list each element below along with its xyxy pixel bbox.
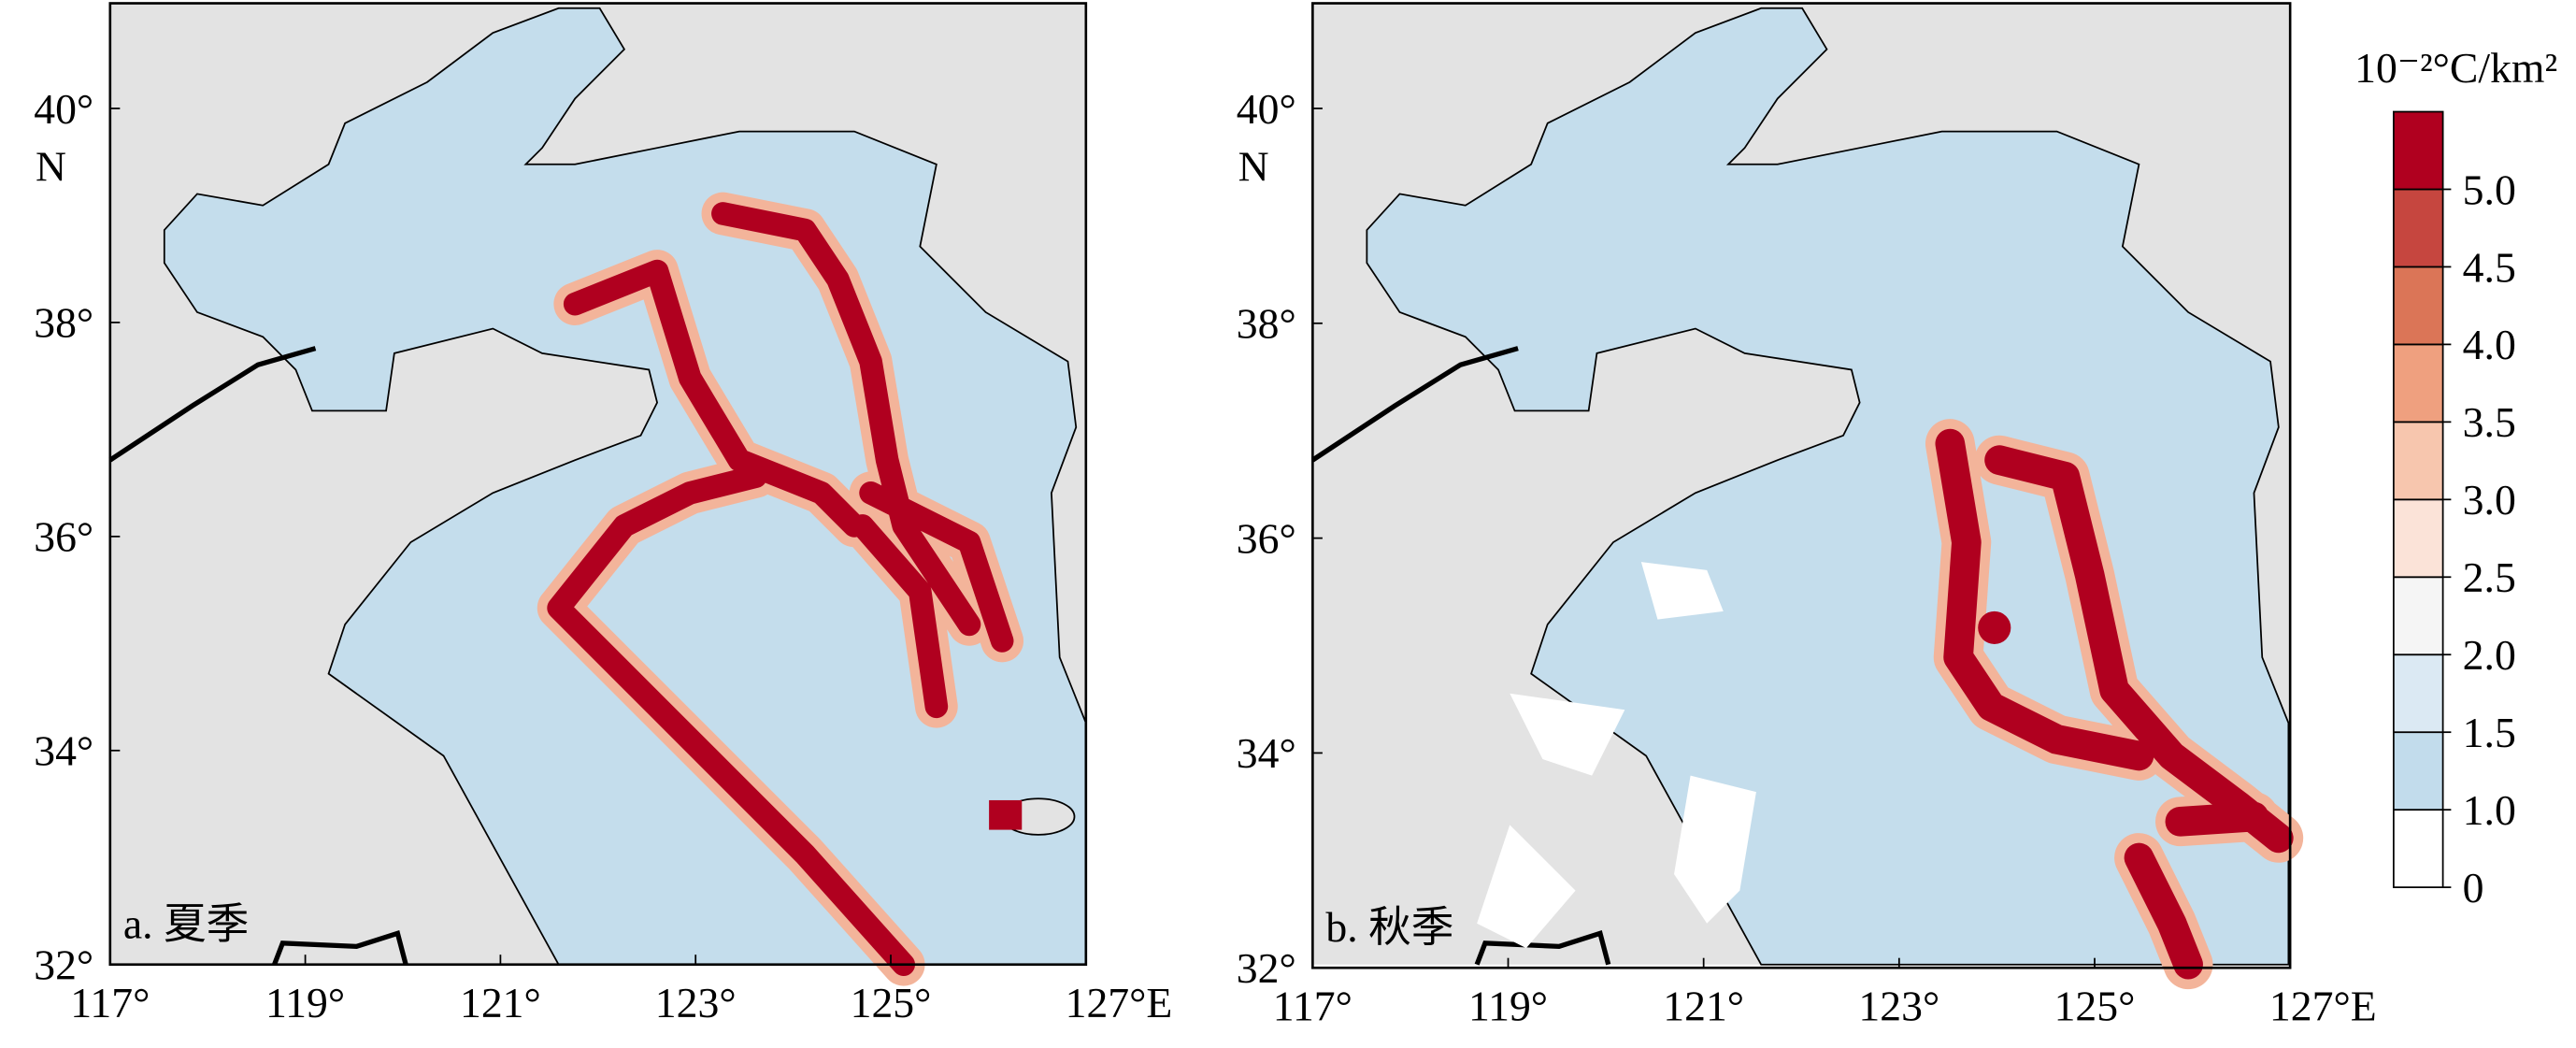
colorbar-title: 10⁻²°C/km² xyxy=(2354,44,2557,92)
y-tick-label: 36° xyxy=(34,513,93,561)
x-tick-label: 119° xyxy=(1468,982,1548,1029)
y-tick-label: 34° xyxy=(34,727,93,775)
y-tick-label: 34° xyxy=(1237,729,1296,777)
colorbar-cell xyxy=(2392,653,2444,734)
colorbar-tick-label: 4.0 xyxy=(2463,321,2516,368)
y-axis-unit: N xyxy=(36,142,66,190)
y-tick-label: 38° xyxy=(1237,300,1296,348)
y-tick-label: 40° xyxy=(34,85,93,133)
colorbar-tick-label: 4.5 xyxy=(2463,243,2516,291)
x-tick-label: 121° xyxy=(460,979,541,1026)
colorbar-tick-label: 2.0 xyxy=(2463,631,2516,679)
x-tick-label: 125° xyxy=(2054,982,2136,1029)
x-tick-label: 117° xyxy=(70,979,150,1026)
y-tick-label: 32° xyxy=(1237,944,1296,992)
colorbar-cell xyxy=(2392,731,2444,811)
y-tick-label: 40° xyxy=(1237,85,1296,133)
x-tick-label: 121° xyxy=(1663,982,1744,1029)
colorbar-tick-label: 1.0 xyxy=(2463,786,2516,834)
colorbar-cell xyxy=(2392,266,2444,346)
x-tick-label: 123° xyxy=(1858,982,1939,1029)
colorbar-cell xyxy=(2392,110,2444,191)
colorbar-tick-label: 3.0 xyxy=(2463,476,2516,524)
colorbar-tick-label: 0 xyxy=(2463,864,2484,912)
colorbar-tick-label: 3.5 xyxy=(2463,398,2516,446)
x-tick-label: 123° xyxy=(655,979,737,1026)
map-panel xyxy=(110,4,1086,986)
colorbar-cell xyxy=(2392,498,2444,579)
colorbar-tick-label: 5.0 xyxy=(2463,165,2516,213)
y-tick-label: 36° xyxy=(1237,514,1296,562)
colorbar-tick-label: 1.5 xyxy=(2463,709,2516,756)
colorbar-cell xyxy=(2392,188,2444,268)
y-axis-unit: N xyxy=(1238,142,1269,190)
y-tick-label: 38° xyxy=(34,299,93,347)
x-tick-label: 127°E xyxy=(1066,979,1173,1026)
colorbar-cell xyxy=(2392,343,2444,424)
y-tick-label: 32° xyxy=(34,941,93,989)
colorbar-cell xyxy=(2392,576,2444,656)
x-tick-label: 127°E xyxy=(2269,982,2377,1029)
colorbar-cell xyxy=(2392,421,2444,501)
x-tick-label: 117° xyxy=(1273,982,1352,1029)
colorbar-tick-label: 2.5 xyxy=(2463,553,2516,601)
panel-label: b. 秋季 xyxy=(1325,903,1453,951)
map-panel xyxy=(1312,4,2304,990)
x-tick-label: 119° xyxy=(265,979,345,1026)
panel-frame xyxy=(108,2,1088,967)
x-tick-label: 125° xyxy=(851,979,932,1026)
colorbar-cell xyxy=(2392,809,2444,888)
panel-frame xyxy=(1311,2,2292,969)
panel-label: a. 夏季 xyxy=(123,900,250,948)
